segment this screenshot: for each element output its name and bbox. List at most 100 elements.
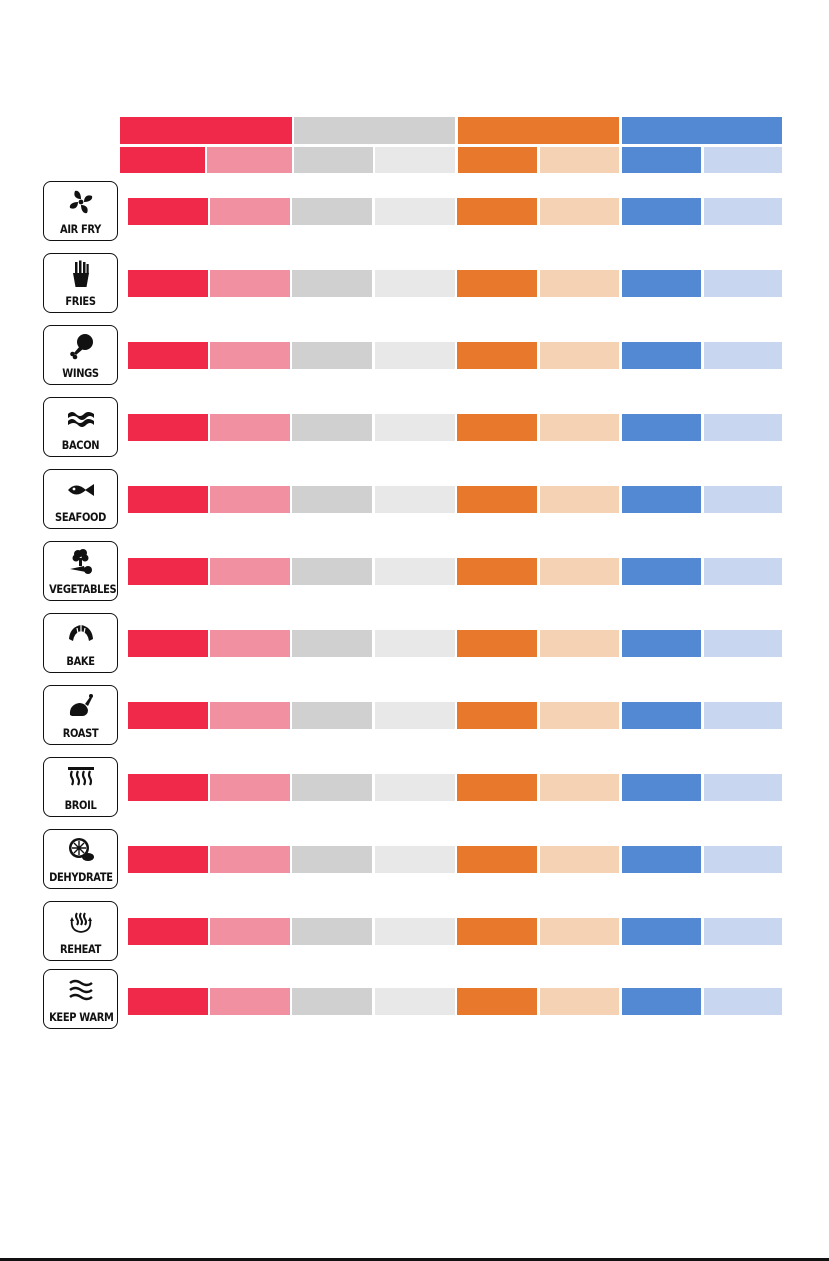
table-cell-peach <box>540 846 619 873</box>
table-cell-gray <box>292 342 372 369</box>
reheat-icon <box>70 912 92 933</box>
subheader-red <box>120 147 205 173</box>
table-cell-light-gray <box>375 630 455 657</box>
table-cell-blue <box>622 414 701 441</box>
table-cell-orange <box>457 630 537 657</box>
table-cell-red <box>128 558 208 585</box>
table-cell-peach <box>540 198 619 225</box>
table-cell-red <box>128 198 208 225</box>
table-cell-orange <box>457 918 537 945</box>
function-keep-warm[interactable]: KEEP WARM <box>43 969 118 1029</box>
subheader-pink <box>207 147 292 173</box>
waves-icon <box>69 979 93 1001</box>
table-cell-red <box>128 918 208 945</box>
table-cell-light-gray <box>375 342 455 369</box>
table-cell-blue <box>622 630 701 657</box>
header-group-red <box>120 117 292 144</box>
table-cell-blue <box>622 486 701 513</box>
bottom-rule <box>0 1258 829 1261</box>
function-bacon[interactable]: BACON <box>43 397 118 457</box>
subheader-blue <box>622 147 701 173</box>
fries-icon <box>73 260 89 287</box>
table-cell-light-blue <box>704 270 782 297</box>
table-cell-pink <box>210 630 290 657</box>
function-label: DEHYDRATE <box>49 870 113 884</box>
table-cell-gray <box>292 846 372 873</box>
table-cell-orange <box>457 702 537 729</box>
table-cell-peach <box>540 270 619 297</box>
fan-icon <box>69 190 93 214</box>
function-label: FRIES <box>65 294 96 308</box>
table-cell-red <box>128 342 208 369</box>
table-cell-blue <box>622 558 701 585</box>
subheader-light-blue <box>704 147 782 173</box>
function-fries[interactable]: FRIES <box>43 253 118 313</box>
function-dehydrate[interactable]: DEHYDRATE <box>43 829 118 889</box>
table-cell-light-blue <box>704 558 782 585</box>
function-label: ROAST <box>62 726 99 740</box>
table-cell-light-blue <box>704 988 782 1015</box>
function-label: VEGETABLES <box>49 582 117 596</box>
turkey-icon <box>69 694 93 716</box>
header-group-orange <box>458 117 619 144</box>
table-cell-gray <box>292 414 372 441</box>
table-cell-blue <box>622 198 701 225</box>
table-cell-red <box>128 486 208 513</box>
table-cell-pink <box>210 918 290 945</box>
function-bake[interactable]: BAKE <box>43 613 118 673</box>
header-group-blue <box>622 117 782 144</box>
fish-icon <box>68 484 94 496</box>
function-reheat[interactable]: REHEAT <box>43 901 118 961</box>
table-cell-orange <box>457 414 537 441</box>
table-cell-blue <box>622 774 701 801</box>
table-cell-pink <box>210 342 290 369</box>
function-label: BROIL <box>64 798 97 812</box>
table-cell-peach <box>540 918 619 945</box>
table-cell-orange <box>457 486 537 513</box>
table-cell-blue <box>622 270 701 297</box>
table-cell-orange <box>457 846 537 873</box>
table-cell-light-gray <box>375 198 455 225</box>
table-cell-red <box>128 846 208 873</box>
table-cell-light-blue <box>704 630 782 657</box>
table-cell-red <box>128 630 208 657</box>
function-roast[interactable]: ROAST <box>43 685 118 745</box>
table-cell-pink <box>210 558 290 585</box>
table-cell-blue <box>622 988 701 1015</box>
table-cell-blue <box>622 918 701 945</box>
table-cell-gray <box>292 702 372 729</box>
table-cell-light-gray <box>375 486 455 513</box>
function-seafood[interactable]: SEAFOOD <box>43 469 118 529</box>
table-cell-red <box>128 774 208 801</box>
subheader-orange <box>458 147 537 173</box>
function-wings[interactable]: WINGS <box>43 325 118 385</box>
table-cell-light-blue <box>704 702 782 729</box>
function-air-fry[interactable]: AIR FRY <box>43 181 118 241</box>
table-cell-light-blue <box>704 846 782 873</box>
table-cell-peach <box>540 702 619 729</box>
table-cell-orange <box>457 342 537 369</box>
table-cell-gray <box>292 774 372 801</box>
table-cell-peach <box>540 988 619 1015</box>
table-cell-blue <box>622 702 701 729</box>
table-cell-light-gray <box>375 270 455 297</box>
function-vegetables[interactable]: VEGETABLES <box>43 541 118 601</box>
bacon-icon <box>68 412 94 427</box>
table-cell-light-blue <box>704 342 782 369</box>
function-broil[interactable]: BROIL <box>43 757 118 817</box>
table-cell-blue <box>622 342 701 369</box>
table-cell-gray <box>292 198 372 225</box>
table-cell-red <box>128 414 208 441</box>
table-cell-gray <box>292 270 372 297</box>
vegetables-icon <box>70 549 92 574</box>
table-cell-orange <box>457 198 537 225</box>
heating-element-icon <box>68 767 94 786</box>
table-cell-peach <box>540 414 619 441</box>
table-cell-gray <box>292 918 372 945</box>
table-cell-light-blue <box>704 414 782 441</box>
table-cell-red <box>128 270 208 297</box>
table-cell-light-blue <box>704 486 782 513</box>
function-label: REHEAT <box>60 942 101 956</box>
subheader-light-gray <box>375 147 455 173</box>
table-cell-gray <box>292 486 372 513</box>
